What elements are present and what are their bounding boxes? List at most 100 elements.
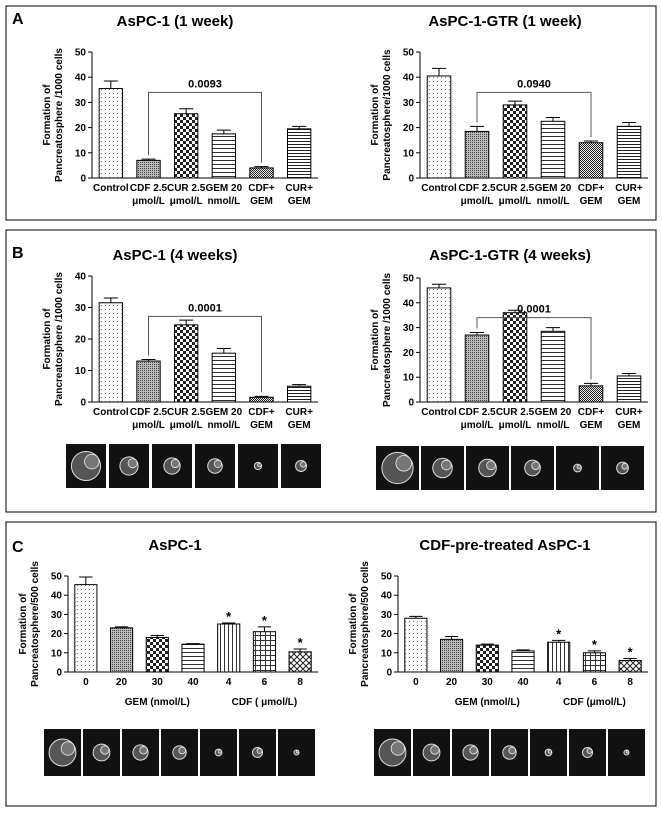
y-tick-label: 10 [403,373,415,384]
panel-frame [5,5,657,221]
y-tick-label: 50 [75,48,87,59]
sphere [441,459,452,471]
sphere [395,455,412,472]
error-bar [545,327,561,332]
bar [464,334,490,403]
y-tick-label: 0 [80,398,86,409]
chart-title: AsPC-1 (4 weeks) [112,247,237,264]
bar [578,385,604,403]
y-tick-label: 50 [403,48,415,59]
x-tick-label: GEM 20 nmol/L [205,183,242,207]
error-bar [621,372,637,376]
sphere [390,741,406,756]
x-tick-label: CDF 2.5 μmol/L [130,407,168,431]
y-tick-label: 20 [51,629,63,640]
y-tick-label: 30 [75,98,87,109]
y-axis-label: Formation ofPancreatosphere /1000 cells [370,273,393,407]
bracket [476,91,592,137]
panel-label: B [12,245,24,262]
significance-mark: * [262,613,268,628]
error-bar [545,117,561,122]
bar [404,617,428,673]
bar [288,651,312,673]
bracket [148,91,262,163]
x-tick-label: Control [93,183,129,194]
y-axis-label: Formation ofPancreatosphere/500 cells [348,561,371,687]
error-bar [583,382,599,386]
sphere [139,746,148,755]
x-tick-label: 20 [116,677,128,688]
bar [475,644,499,673]
error-bar [292,125,307,129]
y-tick-label: 10 [75,366,87,377]
error-bar [469,125,485,132]
bar [547,641,571,673]
y-tick-label: 40 [403,298,415,309]
error-bar [552,639,566,643]
x-tick-label: CDF+ GEM [578,183,605,207]
sphere [60,741,76,756]
bar [211,352,237,403]
bar [211,133,237,179]
y-tick-label: 10 [51,648,63,659]
error-bar [587,650,602,653]
bar [173,324,199,403]
bar [616,125,642,179]
x-tick-label: CDF 2.5 μmol/L [458,407,496,431]
x-tick-label: CDF+ GEM [248,407,275,431]
sphere [300,461,307,468]
sphere [100,745,110,755]
error-bar [621,122,637,127]
y-tick-label: 30 [75,303,87,314]
group-label: GEM (nmol/L) [125,697,190,708]
error-bar [431,283,447,288]
sphere [430,745,440,755]
y-axis-label: Formation ofPancreatosphere/500 cells [18,561,41,687]
y-tick-label: 20 [403,123,415,134]
x-tick-label: Control [421,407,457,418]
group-label: CDF (μmol/L) [563,697,626,708]
y-tick-label: 40 [403,73,415,84]
error-bar [150,635,164,638]
error-bar [293,648,307,652]
y-tick-label: 40 [75,272,87,283]
error-bar [469,332,485,336]
error-bar [516,649,530,651]
bar [540,330,566,403]
y-tick-label: 40 [381,591,393,602]
y-tick-label: 30 [403,323,415,334]
bar [74,584,98,673]
error-bar [216,129,231,134]
error-bar [216,347,231,354]
error-bar [254,166,269,168]
group-label: CDF ( μmol/L) [232,697,298,708]
error-bar [222,622,236,624]
y-tick-label: 30 [51,610,63,621]
x-tick-label: CUR 2.5 μmol/L [167,183,206,207]
y-axis-label: Formation ofPancreatosphere/1000 cells [370,49,393,181]
y-tick-label: 0 [56,668,62,679]
sphere [84,453,100,470]
x-tick-label: 0 [413,677,419,688]
x-tick-label: 30 [152,677,164,688]
x-tick-label: 40 [187,677,199,688]
y-tick-label: 20 [381,629,393,640]
x-tick-label: CUR 2.5 μmol/L [167,407,206,431]
error-bar [431,67,447,76]
y-tick-label: 20 [75,123,87,134]
y-tick-label: 40 [51,591,63,602]
sphere [127,458,138,469]
error-bar [141,158,156,161]
sphere [621,462,629,470]
error-bar [409,615,423,619]
y-tick-label: 10 [403,148,415,159]
bar [136,360,161,403]
x-tick-label: 0 [83,677,89,688]
x-tick-label: CUR+ GEM [285,407,313,431]
bar [502,104,528,179]
x-tick-label: GEM 20 nmol/L [535,407,572,431]
error-bar [583,140,599,143]
bar [110,627,134,673]
x-tick-label: GEM 20 nmol/L [205,407,242,431]
sphere [508,746,516,755]
